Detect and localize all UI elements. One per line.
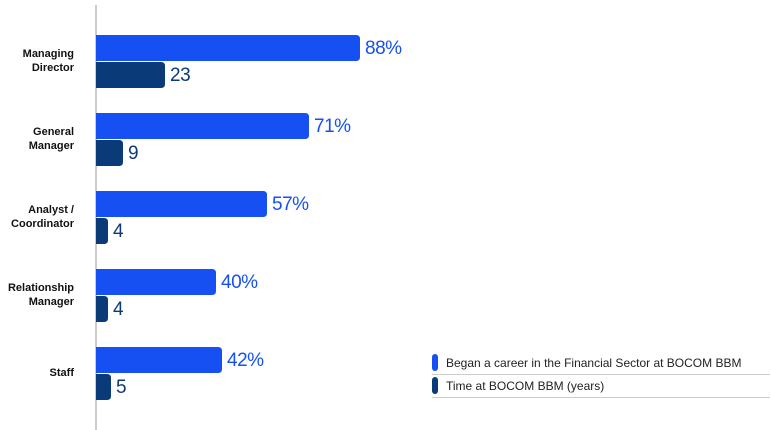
legend-label: Time at BOCOM BBM (years)	[446, 379, 605, 393]
bar	[96, 35, 360, 61]
category-label: Managing Director	[22, 48, 74, 74]
value-label: 88%	[365, 38, 402, 59]
value-label: 4	[113, 299, 124, 320]
value-label: 23	[170, 65, 190, 86]
category-label: Analyst / Coordinator	[11, 204, 74, 230]
category-label: Relationship Manager	[7, 282, 74, 308]
bar	[96, 347, 222, 373]
legend-swatch	[432, 354, 438, 371]
bar	[96, 113, 309, 139]
value-label: 71%	[314, 116, 351, 137]
bar	[96, 218, 108, 244]
legend-item: Began a career in the Financial Sector a…	[432, 352, 770, 375]
bar	[96, 296, 108, 322]
bar	[96, 269, 216, 295]
value-label: 5	[116, 377, 126, 398]
value-label: 57%	[272, 194, 309, 215]
category-label: Staff	[49, 367, 74, 379]
value-label: 4	[113, 221, 124, 242]
category-label: General Manager	[28, 126, 74, 152]
value-label: 42%	[227, 350, 264, 371]
bar	[96, 62, 165, 88]
legend-label: Began a career in the Financial Sector a…	[446, 356, 742, 370]
legend-item: Time at BOCOM BBM (years)	[432, 375, 770, 398]
bar	[96, 191, 267, 217]
bar	[96, 140, 123, 166]
legend-swatch	[432, 377, 438, 394]
bar	[96, 374, 111, 400]
value-label: 9	[128, 143, 138, 164]
value-label: 40%	[221, 272, 258, 293]
